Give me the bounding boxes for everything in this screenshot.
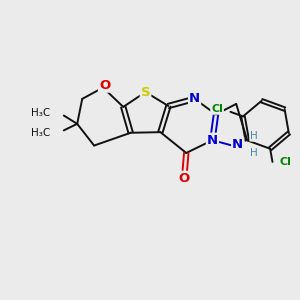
Text: N: N: [189, 92, 200, 105]
Text: H₃C: H₃C: [31, 128, 50, 138]
Text: H: H: [250, 131, 258, 141]
Text: H₃C: H₃C: [31, 108, 50, 118]
Text: Cl: Cl: [211, 104, 223, 114]
Text: N: N: [207, 134, 218, 147]
Text: O: O: [99, 79, 110, 92]
Text: N: N: [232, 138, 243, 151]
Text: S: S: [141, 85, 150, 98]
Text: O: O: [178, 172, 190, 185]
Text: H: H: [250, 148, 258, 158]
Text: Cl: Cl: [280, 157, 292, 167]
